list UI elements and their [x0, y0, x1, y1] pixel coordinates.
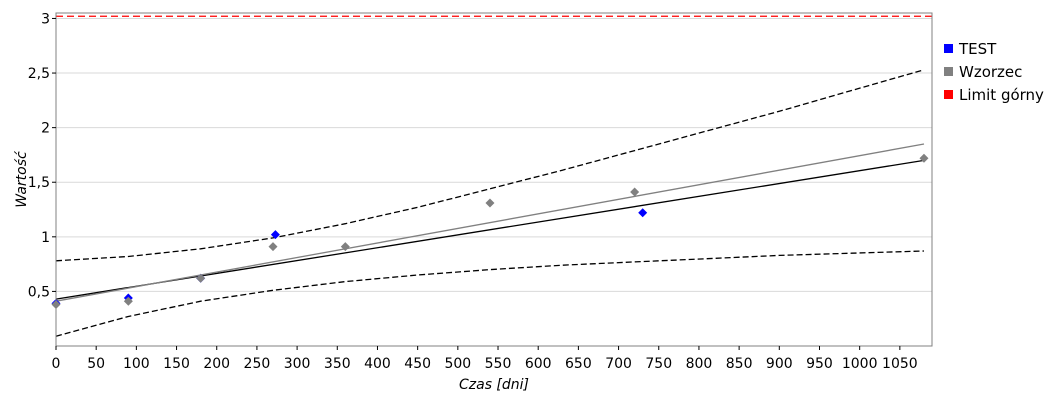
- legend-item-wzorzec: Wzorzec: [944, 60, 1044, 83]
- x-tick-label: 750: [645, 356, 672, 372]
- point-wzorzec: [630, 187, 640, 197]
- y-tick-label: 0,5: [28, 284, 50, 300]
- x-tick-label: 850: [726, 356, 753, 372]
- confidence_lower-line: [55, 250, 925, 337]
- point-test: [638, 208, 648, 218]
- point-test: [270, 230, 280, 240]
- x-tick-label: 300: [284, 356, 311, 372]
- y-tick-label: 1: [41, 230, 50, 246]
- x-tick-label: 650: [565, 356, 592, 372]
- x-tick-label: 550: [485, 356, 512, 372]
- legend-swatch-test: [944, 44, 953, 53]
- regression-line: [55, 143, 925, 302]
- x-tick-label: 1000: [842, 356, 878, 372]
- y-tick-label: 2: [41, 121, 50, 137]
- x-tick-label: 0: [52, 356, 61, 372]
- x-axis: 0 50 100 150 200 250 300 350 400 450 500 550 600 650 7…: [52, 346, 918, 372]
- x-tick-label: 900: [766, 356, 793, 372]
- point-wzorzec: [485, 198, 495, 208]
- legend-item-test: TEST: [944, 37, 1044, 60]
- point-wzorzec: [123, 296, 133, 306]
- x-tick-label: 950: [806, 356, 833, 372]
- legend-swatch-wzorzec: [944, 67, 953, 76]
- x-tick-label: 700: [605, 356, 632, 372]
- x-tick-label: 50: [87, 356, 105, 372]
- legend-label-limit-gorny: Limit górny: [959, 85, 1044, 104]
- grid: [56, 17, 932, 292]
- confidence_upper-line: [55, 69, 925, 262]
- x-tick-label: 100: [123, 356, 150, 372]
- y-axis: 0,5 1 1,5 2 2,5 3: [28, 11, 56, 300]
- legend-label-wzorzec: Wzorzec: [959, 62, 1023, 81]
- point-wzorzec: [196, 273, 206, 283]
- x-tick-label: 150: [163, 356, 190, 372]
- x-tick-label: 500: [444, 356, 471, 372]
- legend: TEST Wzorzec Limit górny: [944, 37, 1044, 106]
- y-tick-label: 3: [41, 11, 50, 27]
- y-tick-label: 2,5: [28, 66, 50, 82]
- legend-label-test: TEST: [959, 39, 997, 58]
- y-tick-label: 1,5: [28, 175, 50, 191]
- legend-swatch-limit-gorny: [944, 90, 953, 99]
- point-wzorzec: [268, 242, 278, 252]
- x-tick-label: 800: [686, 356, 713, 372]
- x-tick-label: 250: [244, 356, 271, 372]
- x-tick-label: 400: [364, 356, 391, 372]
- chart-points: [51, 153, 929, 310]
- x-tick-label: 450: [404, 356, 431, 372]
- point-wzorzec: [919, 153, 929, 163]
- point-wzorzec: [340, 242, 350, 252]
- plot-frame: [55, 12, 933, 347]
- regression-line: [55, 159, 925, 300]
- chart-lines: [55, 15, 932, 337]
- x-axis-title: Czas [dni]: [459, 377, 529, 393]
- x-tick-label: 1050: [882, 356, 918, 372]
- x-tick-label: 200: [203, 356, 230, 372]
- legend-item-limit-gorny: Limit górny: [944, 83, 1044, 106]
- x-tick-label: 350: [324, 356, 351, 372]
- y-axis-title: Wartość: [14, 150, 30, 208]
- x-tick-label: 600: [525, 356, 552, 372]
